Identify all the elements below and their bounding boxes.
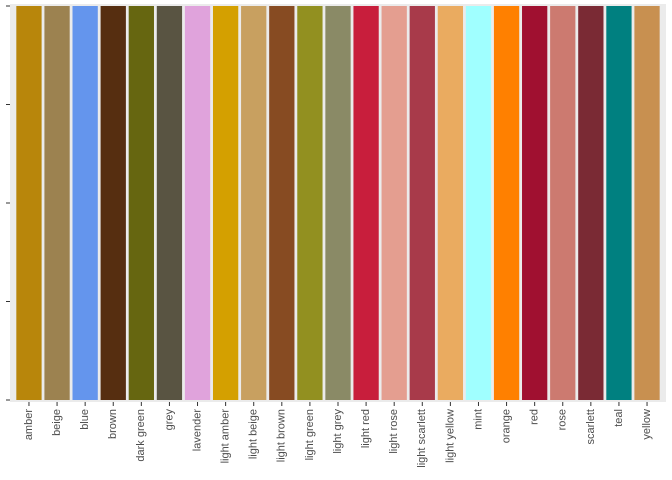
x-tick-label: light amber xyxy=(220,409,232,464)
x-tick-label: red xyxy=(529,409,541,425)
x-tick-label: scarlett xyxy=(585,409,597,444)
bar xyxy=(44,6,70,400)
bar xyxy=(578,6,604,400)
bar xyxy=(522,6,548,400)
x-tick-label: light scarlett xyxy=(416,409,428,468)
bar xyxy=(465,6,492,400)
x-tick-label: blue xyxy=(79,409,91,430)
x-tick-label: light rose xyxy=(388,409,400,454)
x-tick-label: light red xyxy=(360,409,372,448)
bar xyxy=(409,6,435,400)
x-tick-label: light yellow xyxy=(444,409,456,463)
bar xyxy=(16,6,42,400)
x-tick-label: grey xyxy=(163,409,175,431)
bar xyxy=(550,6,576,400)
x-tick-label: mint xyxy=(472,409,484,430)
x-tick-label: amber xyxy=(23,409,35,441)
x-tick-label: lavender xyxy=(191,409,203,452)
bar xyxy=(156,6,183,400)
bar xyxy=(634,6,660,400)
bar xyxy=(381,6,407,400)
bar xyxy=(437,6,464,400)
x-tick-label: dark green xyxy=(135,409,147,462)
bar xyxy=(353,6,379,400)
bar xyxy=(297,6,323,400)
bar xyxy=(325,6,351,400)
bar xyxy=(212,6,239,400)
bar xyxy=(184,6,211,400)
x-tick-label: rose xyxy=(557,409,569,430)
bar xyxy=(606,6,632,400)
x-tick-label: teal xyxy=(613,409,625,427)
x-tick-label: light grey xyxy=(332,409,344,454)
bar xyxy=(100,6,126,400)
x-tick-label: beige xyxy=(51,409,63,436)
x-tick-label: orange xyxy=(500,409,512,443)
x-tick-label: brown xyxy=(107,409,119,439)
bar xyxy=(128,6,154,400)
bar xyxy=(269,6,295,400)
bar xyxy=(72,6,98,400)
x-tick-label: light green xyxy=(304,409,316,460)
bar xyxy=(241,6,267,400)
x-tick-label: yellow xyxy=(641,409,653,440)
x-tick-label: light beige xyxy=(248,409,260,459)
bar xyxy=(493,6,520,400)
x-tick-label: light brown xyxy=(276,409,288,462)
